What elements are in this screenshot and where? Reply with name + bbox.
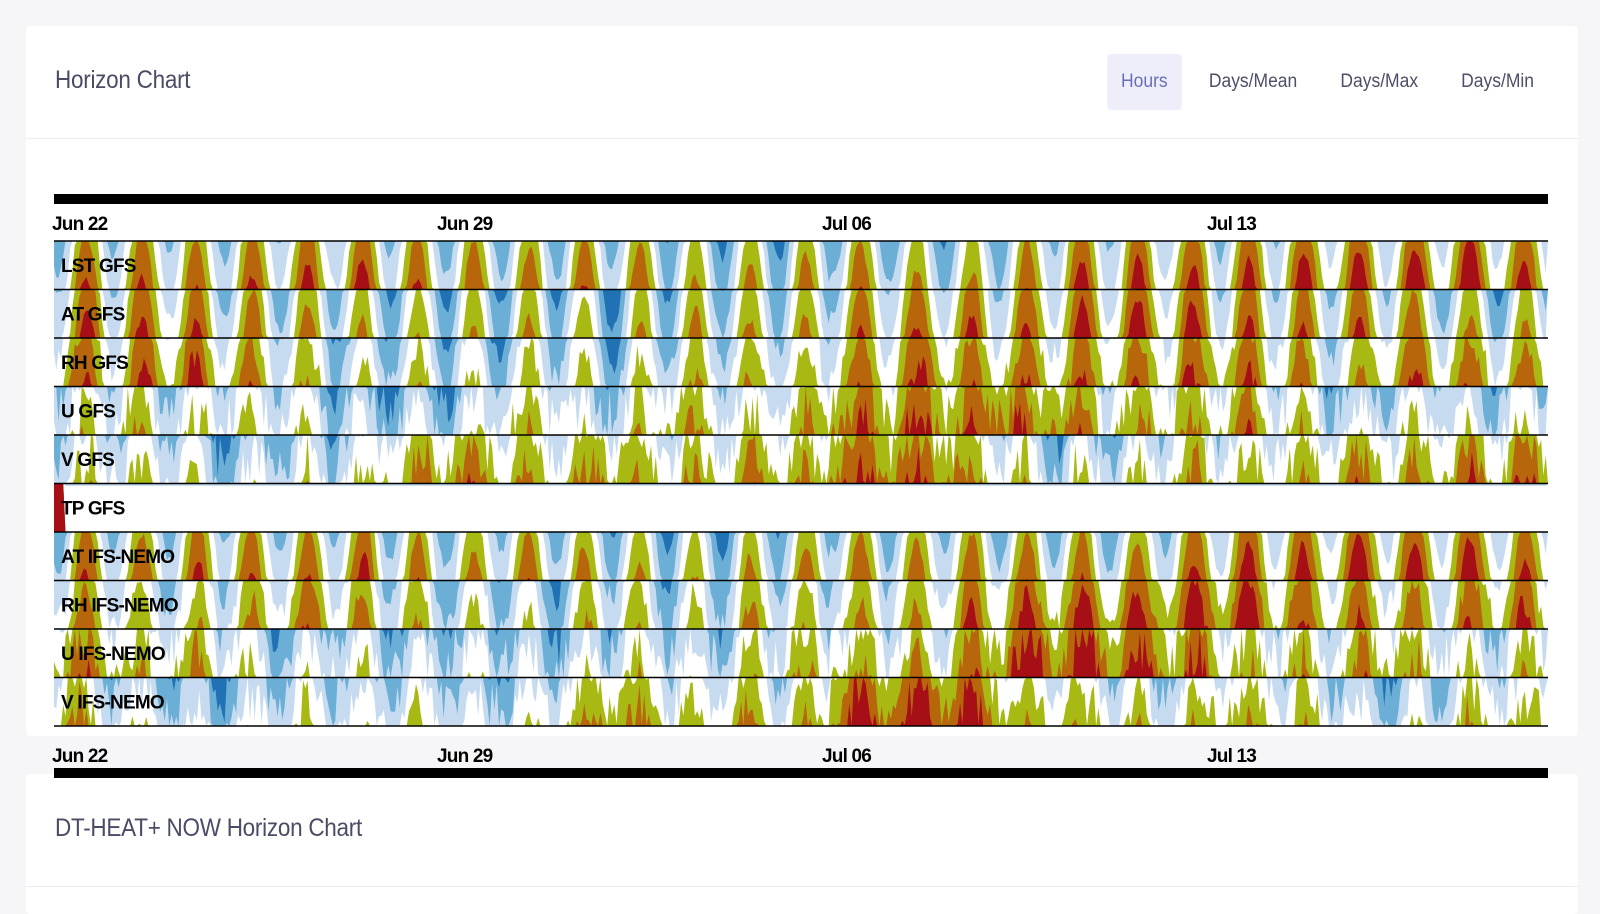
x-tick-label-bottom: Jun 29	[437, 746, 493, 767]
aggregation-tabs: Hours Days/Mean Days/Max Days/Min	[1098, 54, 1552, 110]
positive-band-2	[54, 629, 1548, 678]
row-background	[54, 483, 1548, 532]
negative-band-1	[54, 386, 1548, 435]
horizon-row: RH IFS-NEMO	[54, 579, 1548, 629]
negative-band-2	[54, 629, 1548, 678]
negative-band-1	[54, 532, 1548, 581]
negative-band-1	[54, 677, 1548, 726]
tab-days-max[interactable]: Days/Max	[1340, 71, 1419, 92]
series-label: U GFS	[61, 402, 115, 423]
top-axis-bar	[54, 194, 1548, 204]
x-tick-label-top: Jul 06	[822, 214, 871, 235]
x-tick-label-bottom: Jul 06	[822, 746, 871, 767]
x-tick-label-bottom: Jun 22	[52, 746, 108, 767]
x-tick-label-top: Jul 13	[1207, 214, 1256, 235]
negative-band-2	[54, 677, 1548, 726]
positive-band-1	[54, 677, 1548, 726]
horizon-row: LST GFS	[54, 240, 1548, 290]
x-tick-label-bottom: Jul 13	[1207, 746, 1256, 767]
positive-band-1	[54, 580, 1548, 629]
horizon-row: V GFS	[54, 434, 1548, 484]
horizon-row: AT GFS	[54, 288, 1548, 338]
series-label: AT IFS-NEMO	[61, 547, 174, 568]
tab-days-min[interactable]: Days/Min	[1460, 71, 1534, 92]
positive-band-2	[54, 241, 1548, 290]
positive-band-3	[54, 241, 1548, 290]
horizon-row: AT IFS-NEMO	[54, 531, 1548, 581]
positive-band-1	[54, 532, 1548, 581]
series-label: TP GFS	[61, 499, 125, 520]
x-tick-label-top: Jun 22	[52, 214, 108, 235]
tab-days-mean[interactable]: Days/Mean	[1209, 71, 1298, 92]
bottom-axis-bar	[54, 768, 1548, 778]
positive-band-1	[54, 629, 1548, 678]
horizon-row: U GFS	[54, 385, 1548, 435]
negative-band-1	[54, 435, 1548, 484]
series-label: AT GFS	[61, 305, 125, 326]
series-label: U IFS-NEMO	[61, 644, 165, 665]
positive-band-3	[54, 534, 1548, 581]
positive-band-2	[54, 386, 1548, 435]
positive-band-2	[54, 289, 1548, 338]
positive-band-3	[54, 294, 1548, 338]
positive-band-3	[54, 350, 1548, 387]
series-label: RH IFS-NEMO	[61, 596, 178, 617]
series-label: RH GFS	[61, 353, 128, 374]
horizon-row: TP GFS	[54, 482, 1548, 532]
positive-band-1	[54, 289, 1548, 338]
card-header: Horizon Chart Hours Days/Mean Days/Max D…	[26, 26, 1578, 139]
horizon-row: U IFS-NEMO	[54, 628, 1548, 678]
series-label: LST GFS	[61, 256, 136, 277]
series-label: V GFS	[61, 450, 114, 471]
x-tick-label-top: Jun 29	[437, 214, 493, 235]
horizon-row: RH GFS	[54, 337, 1548, 387]
card-header-second: DT-HEAT+ NOW Horizon Chart	[26, 774, 1578, 887]
positive-band-3	[54, 580, 1548, 629]
positive-band-1	[54, 338, 1548, 387]
dt-heat-now-card: DT-HEAT+ NOW Horizon Chart	[26, 774, 1578, 914]
series-label: V IFS-NEMO	[61, 693, 164, 714]
page-title: Horizon Chart	[55, 66, 191, 94]
positive-band-2	[54, 435, 1548, 484]
positive-band-1	[54, 386, 1548, 435]
horizon-row: V IFS-NEMO	[54, 676, 1548, 726]
tab-hours[interactable]: Hours	[1106, 54, 1182, 110]
second-card-title: DT-HEAT+ NOW Horizon Chart	[55, 814, 362, 842]
